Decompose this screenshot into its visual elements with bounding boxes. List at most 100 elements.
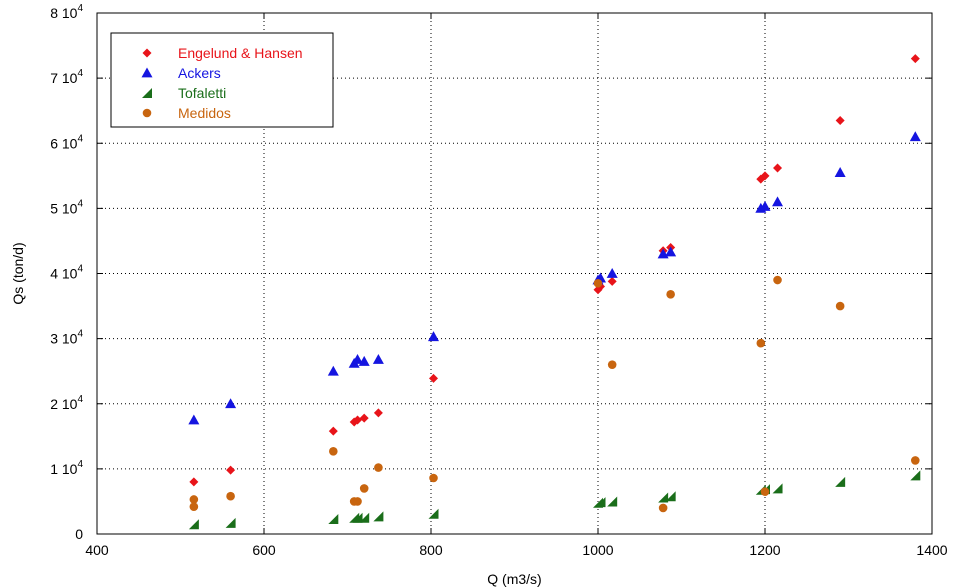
legend: Engelund & Hansen Ackers Tofaletti Medidos xyxy=(110,32,334,128)
data-point xyxy=(772,196,784,207)
data-point xyxy=(353,497,362,506)
data-points xyxy=(188,54,921,530)
data-point xyxy=(188,414,200,425)
legend-marker xyxy=(141,67,153,78)
data-point xyxy=(188,519,199,530)
y-tick-label: 7 104 xyxy=(50,68,83,86)
data-point xyxy=(760,487,770,496)
data-point xyxy=(329,446,338,456)
y-tick-label: 0 xyxy=(75,526,83,542)
legend-marker xyxy=(142,48,152,58)
y-tick-label: 3 104 xyxy=(50,329,83,347)
data-point xyxy=(595,497,606,508)
data-point xyxy=(328,426,338,436)
x-axis-label: Q (m3/s) xyxy=(487,571,541,587)
y-tick-mantissa: 1 10 xyxy=(50,461,77,477)
data-point xyxy=(835,476,846,487)
y-tick-exponent: 4 xyxy=(77,133,83,144)
data-point xyxy=(911,456,920,465)
y-tick-label: 4 104 xyxy=(50,264,83,282)
data-point xyxy=(665,246,677,257)
data-point xyxy=(353,415,363,425)
y-axis-label: Qs (ton/d) xyxy=(10,242,26,304)
data-point xyxy=(189,495,199,504)
data-point xyxy=(759,200,771,211)
data-point xyxy=(225,517,236,528)
data-point xyxy=(429,373,439,383)
y-tick-exponent: 4 xyxy=(77,459,83,470)
y-tick-mantissa: 6 10 xyxy=(50,135,77,151)
data-point xyxy=(374,463,383,472)
data-point xyxy=(834,167,846,177)
legend-label: Tofaletti xyxy=(178,85,226,101)
y-tick-mantissa: 7 10 xyxy=(50,70,77,86)
y-tick-exponent: 4 xyxy=(77,394,83,405)
data-point xyxy=(189,477,199,487)
data-point xyxy=(835,115,845,125)
data-point xyxy=(760,171,770,181)
y-tick-exponent: 4 xyxy=(77,68,83,79)
x-tick-label: 600 xyxy=(252,542,276,558)
data-point xyxy=(189,502,199,511)
data-point xyxy=(773,163,783,173)
data-point xyxy=(909,131,921,142)
y-tick-mantissa: 0 xyxy=(75,526,83,542)
data-point xyxy=(372,353,384,364)
data-point xyxy=(352,512,363,523)
series-triangle xyxy=(188,131,921,425)
series-diamond xyxy=(189,54,920,487)
y-tick-mantissa: 4 10 xyxy=(50,266,77,282)
data-point xyxy=(773,275,782,285)
data-point xyxy=(328,514,339,525)
data-point xyxy=(665,491,676,502)
data-point xyxy=(593,278,603,288)
y-tick-label: 2 104 xyxy=(50,394,83,412)
data-point xyxy=(358,355,370,366)
y-tick-mantissa: 8 10 xyxy=(50,5,77,21)
data-point xyxy=(428,508,439,519)
data-point xyxy=(658,492,669,503)
y-tick-label: 5 104 xyxy=(50,198,83,216)
data-point xyxy=(910,470,921,481)
x-tick-label: 800 xyxy=(419,542,443,558)
series-wedge xyxy=(188,470,921,530)
x-tick-label: 1000 xyxy=(582,542,613,558)
y-tick-mantissa: 2 10 xyxy=(50,396,77,412)
legend-label: Engelund & Hansen xyxy=(178,45,303,61)
data-point xyxy=(327,365,339,376)
data-point xyxy=(835,301,845,311)
y-tick-exponent: 4 xyxy=(77,198,83,209)
data-point xyxy=(658,503,668,513)
data-point xyxy=(606,268,618,278)
y-tick-mantissa: 5 10 xyxy=(50,200,77,216)
data-point xyxy=(352,353,364,364)
data-point xyxy=(359,512,370,523)
data-point xyxy=(607,276,617,286)
data-point xyxy=(226,465,236,475)
legend-label: Medidos xyxy=(178,105,231,121)
data-point xyxy=(226,491,235,501)
data-point xyxy=(359,413,369,423)
data-point xyxy=(428,331,440,342)
data-point xyxy=(607,496,618,507)
data-point xyxy=(373,408,383,418)
y-tick-label: 6 104 xyxy=(50,133,83,151)
data-point xyxy=(910,54,920,64)
data-point xyxy=(225,398,237,409)
y-tick-exponent: 4 xyxy=(77,329,83,340)
data-point xyxy=(359,484,369,493)
data-point xyxy=(373,511,384,522)
y-tick-exponent: 4 xyxy=(77,264,83,275)
grid xyxy=(97,13,932,534)
data-point xyxy=(607,360,617,369)
x-tick-label: 400 xyxy=(85,542,109,558)
x-tick-label: 1200 xyxy=(749,542,780,558)
x-tick-label: 1400 xyxy=(916,542,947,558)
y-tick-exponent: 4 xyxy=(77,3,83,14)
data-point xyxy=(772,483,783,494)
data-point xyxy=(429,473,438,483)
data-point xyxy=(756,338,766,348)
y-tick-mantissa: 3 10 xyxy=(50,331,77,347)
